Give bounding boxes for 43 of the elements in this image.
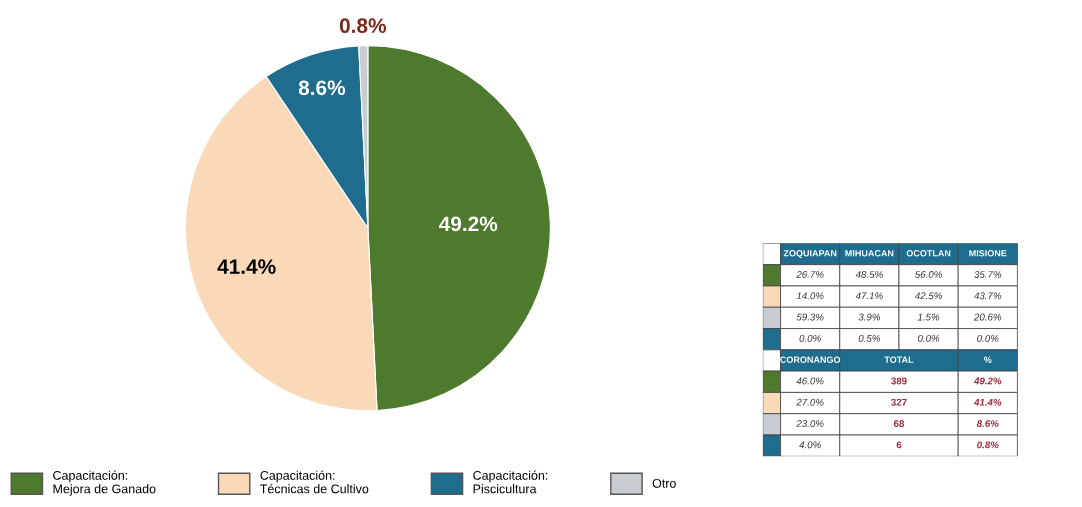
data-label: 49.2% [439,216,498,232]
text: 8.6% [976,420,999,427]
text: 43.7% [974,292,1002,300]
text: 35.7% [974,271,1002,278]
legend-label: Capacitación: Mejora de Ganado [53,470,156,496]
text: ZOQUIAPAN [783,250,837,259]
text: MISIONE [969,250,1007,257]
data-label: 0.8% [339,18,387,34]
text: 327 [891,398,907,406]
text: 47.1% [855,292,883,300]
text: 0.0% [917,334,940,342]
text: TOTAL [884,356,914,363]
text: 41.4% [973,398,1002,406]
text: 0.0% [977,334,999,342]
text: 68 [893,420,905,427]
text: 0.8% [977,441,999,449]
text: CORONANGO [780,356,841,363]
text: 59.3% [796,313,824,321]
text: 23.0% [796,420,824,427]
text: 46.0% [796,377,824,385]
text: 14.0% [796,292,824,300]
text: 389 [891,377,907,385]
text: OCOTLAN [906,250,951,257]
text: 26.7% [796,271,824,278]
text: 6 [896,441,902,449]
text: 56.0% [915,271,942,278]
data-label: 8.6% [298,80,346,96]
text: 0.0% [799,334,821,342]
text: MIHUACAN [845,250,894,257]
text: 1.5% [917,313,940,321]
legend-label: Capacitación: Técnicas de Cultivo [260,470,369,494]
text: 27.0% [796,398,824,406]
text: 49.2% [973,377,1002,385]
text: 48.5% [855,271,883,278]
text: 20.6% [973,313,1002,321]
legend-label: Capacitación: Piscicultura [473,470,548,494]
text: 0.5% [858,334,881,342]
text: 42.5% [914,292,942,300]
legend-label: Otro [652,478,676,488]
text: % [983,356,992,363]
text: 4.0% [799,441,821,449]
text: 3.9% [858,313,881,321]
data-label: 41.4% [217,259,276,274]
